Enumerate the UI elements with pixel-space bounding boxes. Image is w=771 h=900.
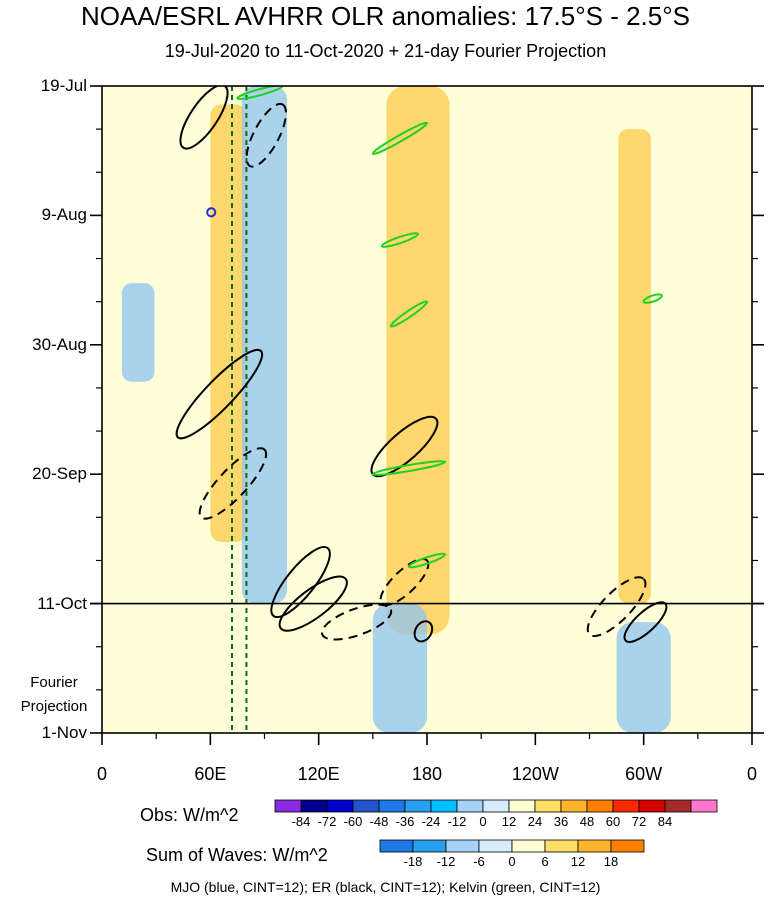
colorbar-swatch — [544, 839, 579, 853]
fourier-projection-label: Fourier Projection — [4, 671, 104, 719]
colorbar-swatch — [300, 799, 328, 813]
colorbar-tick-label: 12 — [501, 814, 517, 829]
colorbar-swatch — [508, 799, 536, 813]
x-tick-label: 120E — [297, 764, 340, 784]
x-tick-label: 60E — [194, 764, 227, 784]
anomaly-band-negative-3 — [121, 283, 155, 382]
colorbar-tick-label: -84 — [291, 814, 311, 829]
er-contour-6 — [379, 557, 430, 607]
kelvin-contour-19 — [642, 293, 663, 304]
er-contour-1 — [245, 102, 287, 168]
obs-colorbar-title: Obs: W/m^2 — [140, 805, 239, 825]
colorbar-tick-label: -18 — [403, 854, 423, 869]
colorbar-tick-label: 6 — [541, 854, 549, 869]
colorbar-swatch — [352, 799, 380, 813]
anomaly-band-positive-0 — [210, 104, 247, 542]
colorbar-tick-label: -72 — [317, 814, 337, 829]
anomaly-band-negative-5 — [372, 603, 427, 733]
er-contour-10 — [586, 576, 647, 638]
er-contour-2 — [175, 348, 264, 440]
colorbar-tick-label: 72 — [631, 814, 647, 829]
anomaly-band-positive-2 — [618, 129, 651, 604]
kelvin-contour-14 — [371, 121, 429, 156]
colorbar-swatch — [412, 839, 447, 853]
obs-colorbar — [274, 799, 718, 813]
fourier-label-line-1: Fourier — [30, 674, 78, 691]
colorbar-tick-label: 84 — [657, 814, 673, 829]
x-tick-label: 60W — [625, 764, 663, 784]
x-tick-label: 180 — [411, 764, 443, 784]
colorbar-swatch — [274, 799, 302, 813]
colorbar-tick-label: -48 — [369, 814, 389, 829]
kelvin-contour-18 — [407, 552, 447, 569]
anomaly-band-positive-1 — [386, 86, 450, 635]
colorbar-tick-label: 0 — [508, 854, 516, 869]
x-tick-label: 0 — [96, 764, 108, 784]
y-tick-label: 19-Jul — [40, 76, 87, 95]
anomaly-band-negative-4 — [241, 86, 288, 604]
colorbar-swatch — [612, 799, 640, 813]
colorbar-tick-label: 24 — [527, 814, 543, 829]
colorbar-swatch — [404, 799, 432, 813]
colorbar-swatch — [664, 799, 692, 813]
colorbar-swatch — [534, 799, 562, 813]
colorbar-swatch — [478, 839, 513, 853]
x-tick-label: 120W — [511, 764, 559, 784]
wave-legend-footer: MJO (blue, CINT=12); ER (black, CINT=12)… — [170, 879, 601, 895]
kelvin-contour-13 — [236, 86, 284, 100]
colorbar-swatch — [326, 799, 354, 813]
colorbar-swatch — [560, 799, 588, 813]
er-contour-0 — [179, 86, 229, 150]
olr-anomaly-field — [121, 86, 671, 733]
colorbar-tick-label: 18 — [603, 854, 619, 869]
y-tick-label: 9-Aug — [41, 205, 87, 225]
y-tick-label: 30-Aug — [32, 334, 87, 354]
colorbar-swatch — [378, 799, 406, 813]
colorbar-swatch — [445, 839, 480, 853]
er-contour-4 — [270, 546, 331, 619]
colorbar-tick-label: -24 — [421, 814, 441, 829]
kelvin-contour-17 — [371, 460, 447, 476]
colorbar-tick-label: -60 — [343, 814, 363, 829]
er-contour-3 — [198, 447, 268, 520]
er-contour-9 — [413, 620, 434, 643]
mjo-contour-12 — [206, 207, 217, 218]
kelvin-contour-16 — [389, 300, 429, 328]
colorbar-tick-label: 0 — [479, 814, 487, 829]
colorbar-swatch — [456, 799, 484, 813]
er-contour-8 — [278, 575, 348, 632]
chart-title: NOAA/ESRL AVHRR OLR anomalies: 17.5°S - … — [81, 1, 690, 31]
colorbar-swatch — [690, 799, 718, 813]
fourier-label-line-2: Projection — [20, 698, 88, 715]
colorbar-swatch — [379, 839, 414, 853]
y-tick-label: 11-Oct — [37, 593, 87, 613]
waves-colorbar-title: Sum of Waves: W/m^2 — [146, 845, 328, 865]
y-tick-label: 20-Sep — [32, 464, 87, 484]
colorbar-tick-label: -12 — [436, 854, 456, 869]
colorbar-swatch — [638, 799, 666, 813]
colorbar-swatch — [586, 799, 614, 813]
colorbar-tick-label: -36 — [395, 814, 415, 829]
colorbar-swatch — [577, 839, 612, 853]
axis-ticks — [90, 85, 764, 745]
colorbar-tick-label: -12 — [447, 814, 467, 829]
colorbar-tick-label: 48 — [579, 814, 595, 829]
colorbar-swatch — [511, 839, 546, 853]
colorbar-swatch — [482, 799, 510, 813]
anomaly-band-negative-6 — [616, 622, 671, 733]
chart-subtitle: 19-Jul-2020 to 11-Oct-2020 + 21-day Four… — [164, 41, 607, 61]
kelvin-contour-15 — [380, 232, 419, 248]
colorbar-tick-label: 36 — [553, 814, 569, 829]
colorbar-swatch — [610, 839, 645, 853]
x-tick-label: 0 — [746, 764, 758, 784]
colorbar-tick-label: -6 — [473, 854, 485, 869]
waves-colorbar — [379, 839, 645, 853]
y-tick-label: 1-Nov — [41, 723, 87, 742]
colorbar-tick-label: 12 — [570, 854, 586, 869]
colorbar-swatch — [430, 799, 458, 813]
colorbar-tick-label: 60 — [605, 814, 621, 829]
